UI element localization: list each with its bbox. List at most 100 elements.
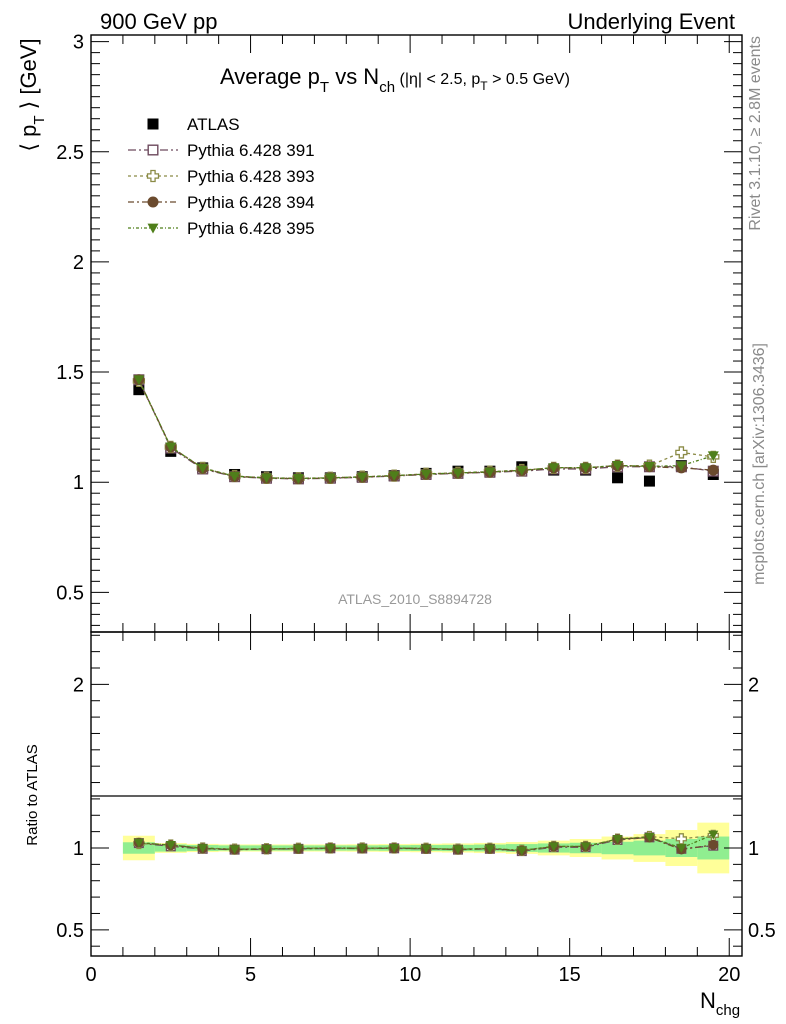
ratio-point [516, 846, 527, 856]
data-point [707, 451, 719, 462]
analysis-watermark: ATLAS_2010_S8894728 [338, 591, 492, 607]
ratio-y-tick-label: 0.5 [56, 920, 84, 942]
data-point [484, 467, 496, 478]
ratio-point [708, 830, 719, 840]
ratio-point [612, 835, 623, 844]
data-point [612, 461, 624, 471]
data-point [707, 464, 719, 476]
data-point [452, 468, 464, 479]
ratio-point [357, 844, 368, 854]
legend-label: Pythia 6.428 395 [187, 219, 315, 238]
data-point [675, 446, 688, 459]
ratio-point [675, 833, 688, 845]
ratio-panel: 0.5 0.5 1 1 2 2 0 5 10 15 20 [56, 631, 776, 986]
legend-marker [147, 144, 159, 156]
legend-label: Pythia 6.428 393 [187, 167, 315, 186]
data-point [165, 442, 177, 453]
ratio-point [421, 844, 432, 854]
ratio-point [197, 844, 208, 854]
rivet-label: Rivet 3.1.10, ≥ 2.8M events [747, 36, 764, 231]
series-line [138, 379, 714, 480]
data-point [643, 475, 655, 487]
x-axis-label: Nchg [700, 988, 740, 1019]
ratio-point [261, 844, 272, 854]
data-point [229, 471, 241, 482]
main-series [132, 374, 720, 487]
legend-marker [146, 169, 160, 183]
ratio-point [229, 845, 240, 855]
main-y-tick-label: 1 [73, 472, 84, 494]
ratio-point [484, 844, 495, 854]
ratio-y-tick-label-right: 1 [748, 838, 759, 860]
ratio-point [580, 842, 591, 852]
data-point [548, 463, 560, 474]
x-tick-label: 15 [559, 964, 581, 986]
series-pythia-6-428-393 [132, 374, 720, 485]
series-line [138, 379, 714, 480]
legend-marker [147, 223, 159, 234]
data-point [420, 469, 432, 480]
main-y-axis-label: ⟨ pT ⟩ [GeV] [16, 38, 48, 151]
band-inner [601, 841, 634, 855]
ratio-y-axis-label: Ratio to ATLAS [24, 744, 41, 845]
data-point [197, 463, 209, 474]
ratio-y-tick-labels: 0.5 0.5 1 1 2 2 [56, 674, 776, 941]
data-point [292, 474, 304, 484]
band-inner [633, 840, 666, 856]
ratio-point [389, 844, 400, 853]
x-tick-label: 0 [85, 964, 96, 986]
legend: ATLAS Pythia 6.428 391 Pythia 6.428 393 Pyt… [128, 115, 315, 238]
main-y-tick-label: 1.5 [56, 362, 84, 384]
main-y-tick-label: 2.5 [56, 142, 84, 164]
main-y-tick-label: 2 [73, 252, 84, 274]
ratio-point [325, 844, 336, 853]
main-panel: ATLAS_2010_S8894728 0.5 1 1.5 2 2.5 3 [56, 32, 743, 633]
ratio-y-tick-label-right: 2 [748, 674, 759, 696]
x-tick-label: 20 [718, 964, 740, 986]
ratio-point [676, 844, 687, 853]
ratio-point [548, 842, 559, 852]
data-point [612, 472, 624, 484]
data-point [261, 473, 273, 484]
ratio-point [644, 833, 655, 843]
data-point [356, 472, 368, 483]
series-pythia-6-428-391 [133, 374, 719, 485]
data-point [133, 384, 145, 396]
legend-label: ATLAS [187, 115, 240, 134]
header-left: 900 GeV pp [100, 9, 217, 34]
ratio-series-pythia-6-428-395 [133, 830, 719, 856]
data-point [675, 461, 687, 472]
header-right: Underlying Event [567, 9, 735, 34]
x-tick-label: 10 [399, 964, 421, 986]
legend-entry: Pythia 6.428 393 [128, 167, 315, 186]
main-y-tick-label: 3 [73, 32, 84, 54]
ratio-ticks [90, 632, 742, 956]
ratio-y-tick-label: 1 [73, 838, 84, 860]
mcplots-label: mcplots.cern.ch [arXiv:1306.3436] [751, 343, 768, 585]
ratio-point [293, 844, 304, 854]
main-ticks [90, 35, 742, 632]
legend-marker [147, 118, 159, 130]
data-point [133, 375, 145, 386]
ratio-frame [90, 631, 743, 957]
x-tick-labels: 0 5 10 15 20 [85, 964, 740, 986]
legend-marker [147, 196, 159, 208]
data-point [516, 465, 528, 476]
legend-entry: Pythia 6.428 391 [128, 141, 315, 160]
ratio-y-tick-label-right: 0.5 [748, 920, 776, 942]
ratio-point [133, 838, 144, 848]
series-line [138, 379, 714, 480]
data-point [324, 473, 336, 484]
series-line [138, 380, 714, 479]
data-point [643, 461, 655, 472]
plot-title: Average pT vs Nch (|η| < 2.5, pT > 0.5 G… [220, 64, 570, 96]
data-point [388, 471, 400, 482]
data-point [580, 463, 592, 474]
legend-label: Pythia 6.428 394 [187, 193, 315, 212]
legend-label: Pythia 6.428 391 [187, 141, 315, 160]
legend-entry: Pythia 6.428 394 [128, 193, 315, 212]
main-y-tick-labels: 0.5 1 1.5 2 2.5 3 [56, 32, 84, 605]
main-y-tick-label: 0.5 [56, 582, 84, 604]
series-pythia-6-428-395 [133, 375, 719, 484]
